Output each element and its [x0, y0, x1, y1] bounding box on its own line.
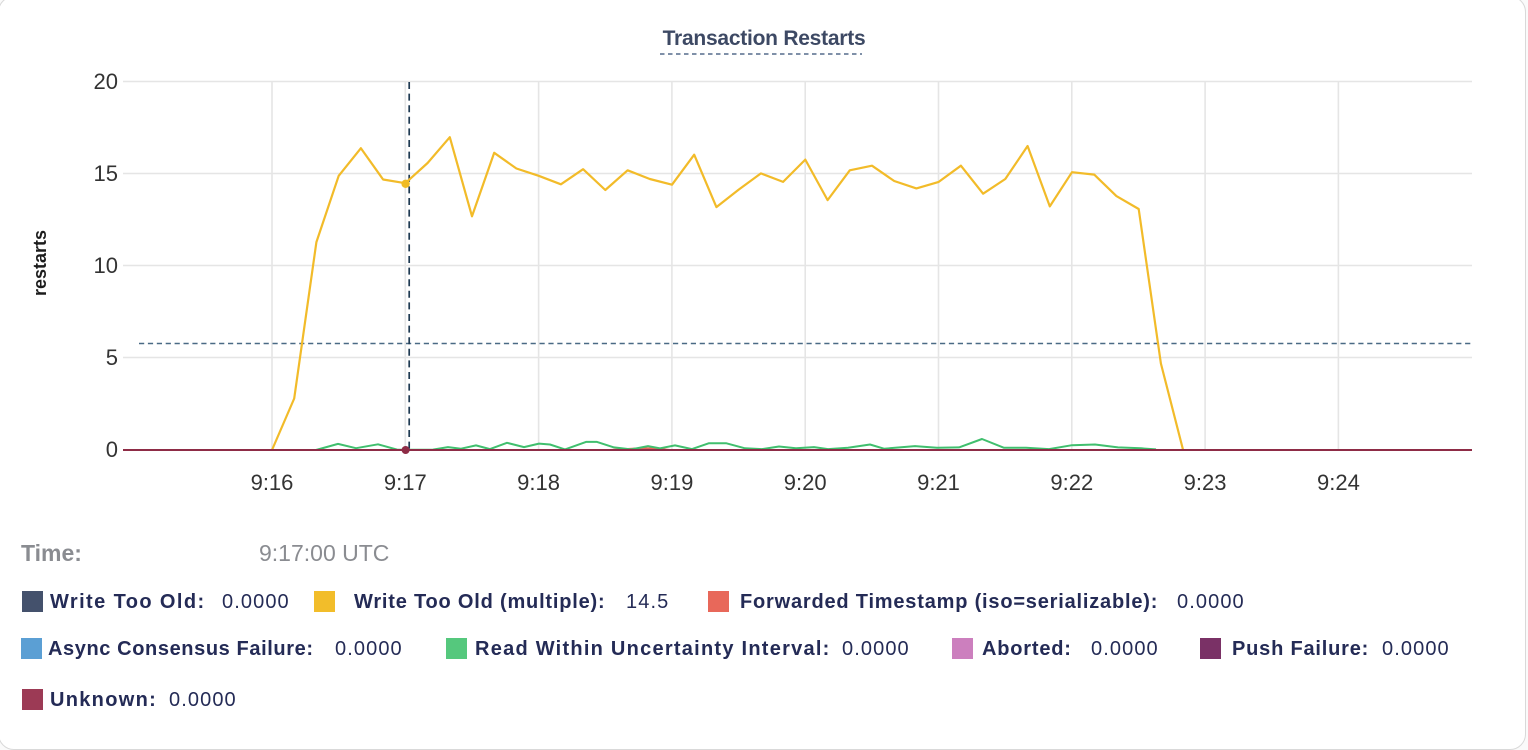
svg-text:9:20: 9:20	[784, 470, 827, 495]
svg-text:9:21: 9:21	[917, 470, 960, 495]
svg-text:9:17: 9:17	[384, 470, 427, 495]
svg-text:9:23: 9:23	[1184, 470, 1227, 495]
svg-text:9:16: 9:16	[251, 470, 294, 495]
svg-text:restarts: restarts	[30, 230, 50, 296]
svg-text:9:24: 9:24	[1317, 470, 1360, 495]
svg-text:9:22: 9:22	[1050, 470, 1093, 495]
svg-text:20: 20	[94, 69, 118, 94]
svg-text:9:19: 9:19	[650, 470, 693, 495]
svg-text:5: 5	[106, 345, 118, 370]
svg-text:9:18: 9:18	[517, 470, 560, 495]
svg-text:0: 0	[106, 437, 118, 462]
svg-text:10: 10	[94, 253, 118, 278]
svg-text:15: 15	[94, 161, 118, 186]
